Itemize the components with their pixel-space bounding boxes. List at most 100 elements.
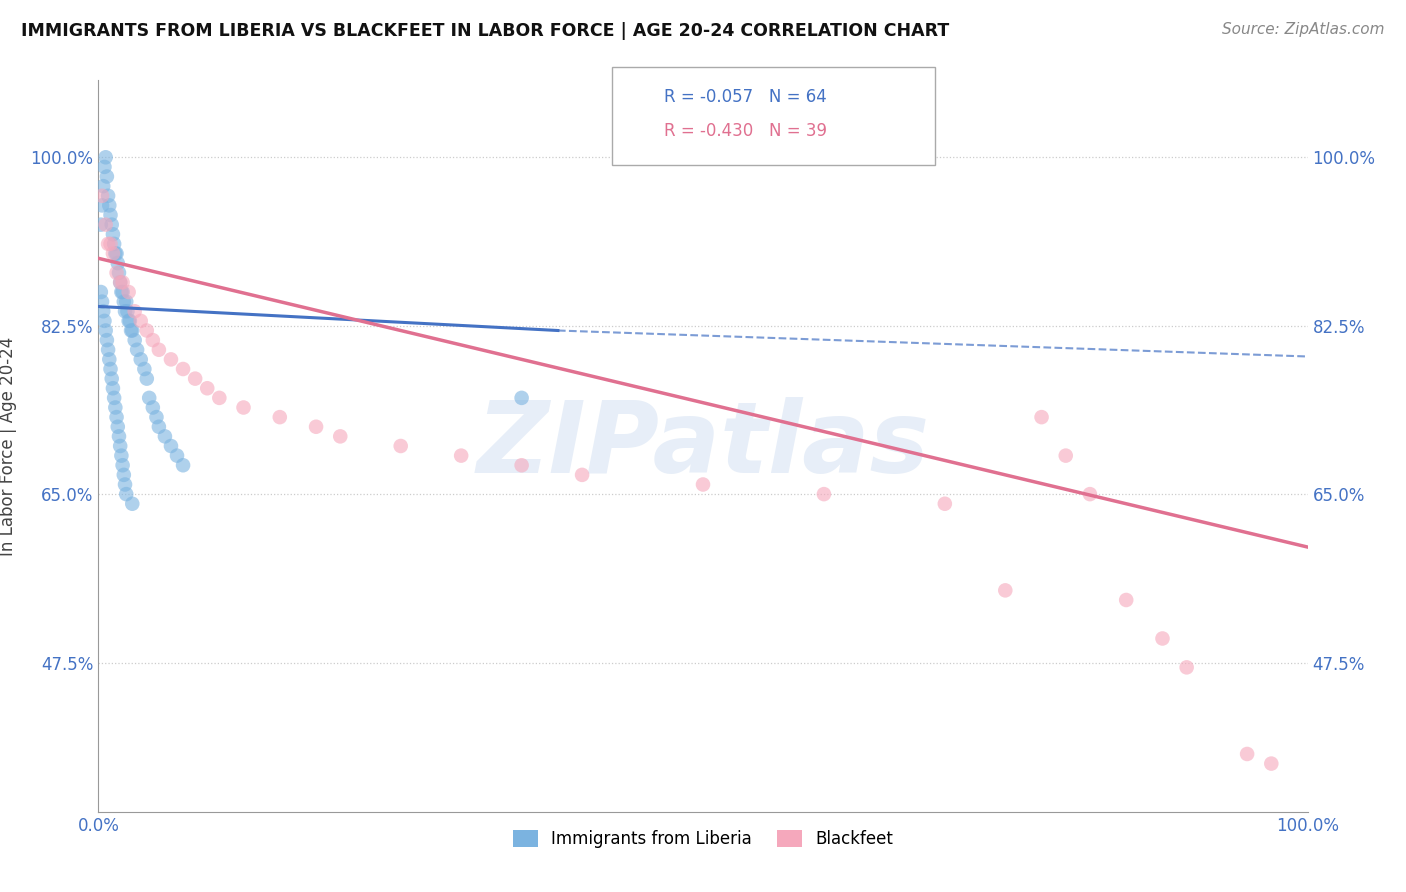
Point [129, 352, 152, 367]
Point [111, 276, 134, 290]
Y-axis label: In Labor Force | Age 20-24: In Labor Force | Age 20-24 [0, 336, 17, 556]
Point [166, 449, 188, 463]
Text: R = -0.057   N = 64: R = -0.057 N = 64 [664, 88, 827, 106]
Point [104, 401, 127, 415]
Point [105, 246, 128, 260]
Point [110, 285, 132, 299]
Point [100, 371, 122, 385]
Point [148, 343, 170, 357]
Point [1152, 632, 1174, 646]
Point [124, 333, 146, 347]
Point [114, 477, 136, 491]
Point [94, 324, 117, 338]
Point [1260, 756, 1282, 771]
Point [91, 294, 114, 309]
Point [117, 304, 139, 318]
Text: IMMIGRANTS FROM LIBERIA VS BLACKFEET IN LABOR FORCE | AGE 20-24 CORRELATION CHAR: IMMIGRANTS FROM LIBERIA VS BLACKFEET IN … [21, 22, 949, 40]
Point [91, 304, 114, 318]
Text: R = -0.430   N = 39: R = -0.430 N = 39 [664, 122, 827, 140]
Point [105, 266, 128, 280]
Point [96, 169, 118, 184]
Point [184, 371, 207, 385]
Point [813, 487, 835, 501]
Point [108, 266, 131, 280]
Point [101, 246, 124, 260]
Point [124, 304, 146, 318]
Point [135, 324, 157, 338]
Point [172, 458, 194, 473]
Point [112, 467, 135, 482]
Point [110, 449, 132, 463]
Point [153, 429, 176, 443]
Point [115, 487, 138, 501]
Point [107, 419, 129, 434]
Point [692, 477, 714, 491]
Point [108, 439, 131, 453]
Text: Source: ZipAtlas.com: Source: ZipAtlas.com [1222, 22, 1385, 37]
Point [1078, 487, 1101, 501]
Point [118, 314, 141, 328]
Point [96, 333, 118, 347]
Point [1054, 449, 1077, 463]
Point [108, 276, 131, 290]
Point [160, 352, 183, 367]
Point [129, 314, 152, 328]
Point [120, 324, 142, 338]
Point [100, 218, 122, 232]
Point [195, 381, 218, 395]
Point [305, 419, 328, 434]
Point [114, 304, 136, 318]
Point [571, 467, 593, 482]
Point [142, 333, 165, 347]
Point [232, 401, 254, 415]
Point [91, 188, 114, 202]
Point [108, 429, 131, 443]
Point [118, 285, 141, 299]
Point [115, 294, 138, 309]
Point [93, 314, 115, 328]
Point [127, 343, 149, 357]
Point [111, 285, 134, 299]
Point [103, 236, 125, 251]
Point [94, 150, 117, 164]
Point [1115, 593, 1137, 607]
Point [97, 188, 120, 202]
Point [450, 449, 472, 463]
Point [107, 256, 129, 270]
Point [121, 324, 143, 338]
Point [98, 198, 121, 212]
Point [118, 314, 141, 328]
Point [111, 458, 134, 473]
Point [100, 236, 122, 251]
Point [934, 497, 956, 511]
Point [90, 218, 112, 232]
Point [329, 429, 352, 443]
Point [101, 227, 124, 242]
Point [1236, 747, 1258, 761]
Point [1031, 410, 1053, 425]
Point [994, 583, 1017, 598]
Point [208, 391, 231, 405]
Point [1175, 660, 1198, 674]
Point [112, 294, 135, 309]
Point [93, 160, 115, 174]
Point [101, 381, 124, 395]
Point [91, 198, 114, 212]
Point [138, 391, 160, 405]
Point [510, 391, 533, 405]
Point [94, 218, 117, 232]
Point [389, 439, 412, 453]
Point [104, 246, 127, 260]
Legend: Immigrants from Liberia, Blackfeet: Immigrants from Liberia, Blackfeet [506, 823, 900, 855]
Point [100, 362, 122, 376]
Point [98, 352, 121, 367]
Text: ZIPatlas: ZIPatlas [477, 398, 929, 494]
Point [97, 343, 120, 357]
Point [121, 497, 143, 511]
Point [100, 208, 122, 222]
Point [145, 410, 167, 425]
Point [269, 410, 291, 425]
Point [97, 236, 120, 251]
Point [105, 410, 128, 425]
Point [172, 362, 194, 376]
